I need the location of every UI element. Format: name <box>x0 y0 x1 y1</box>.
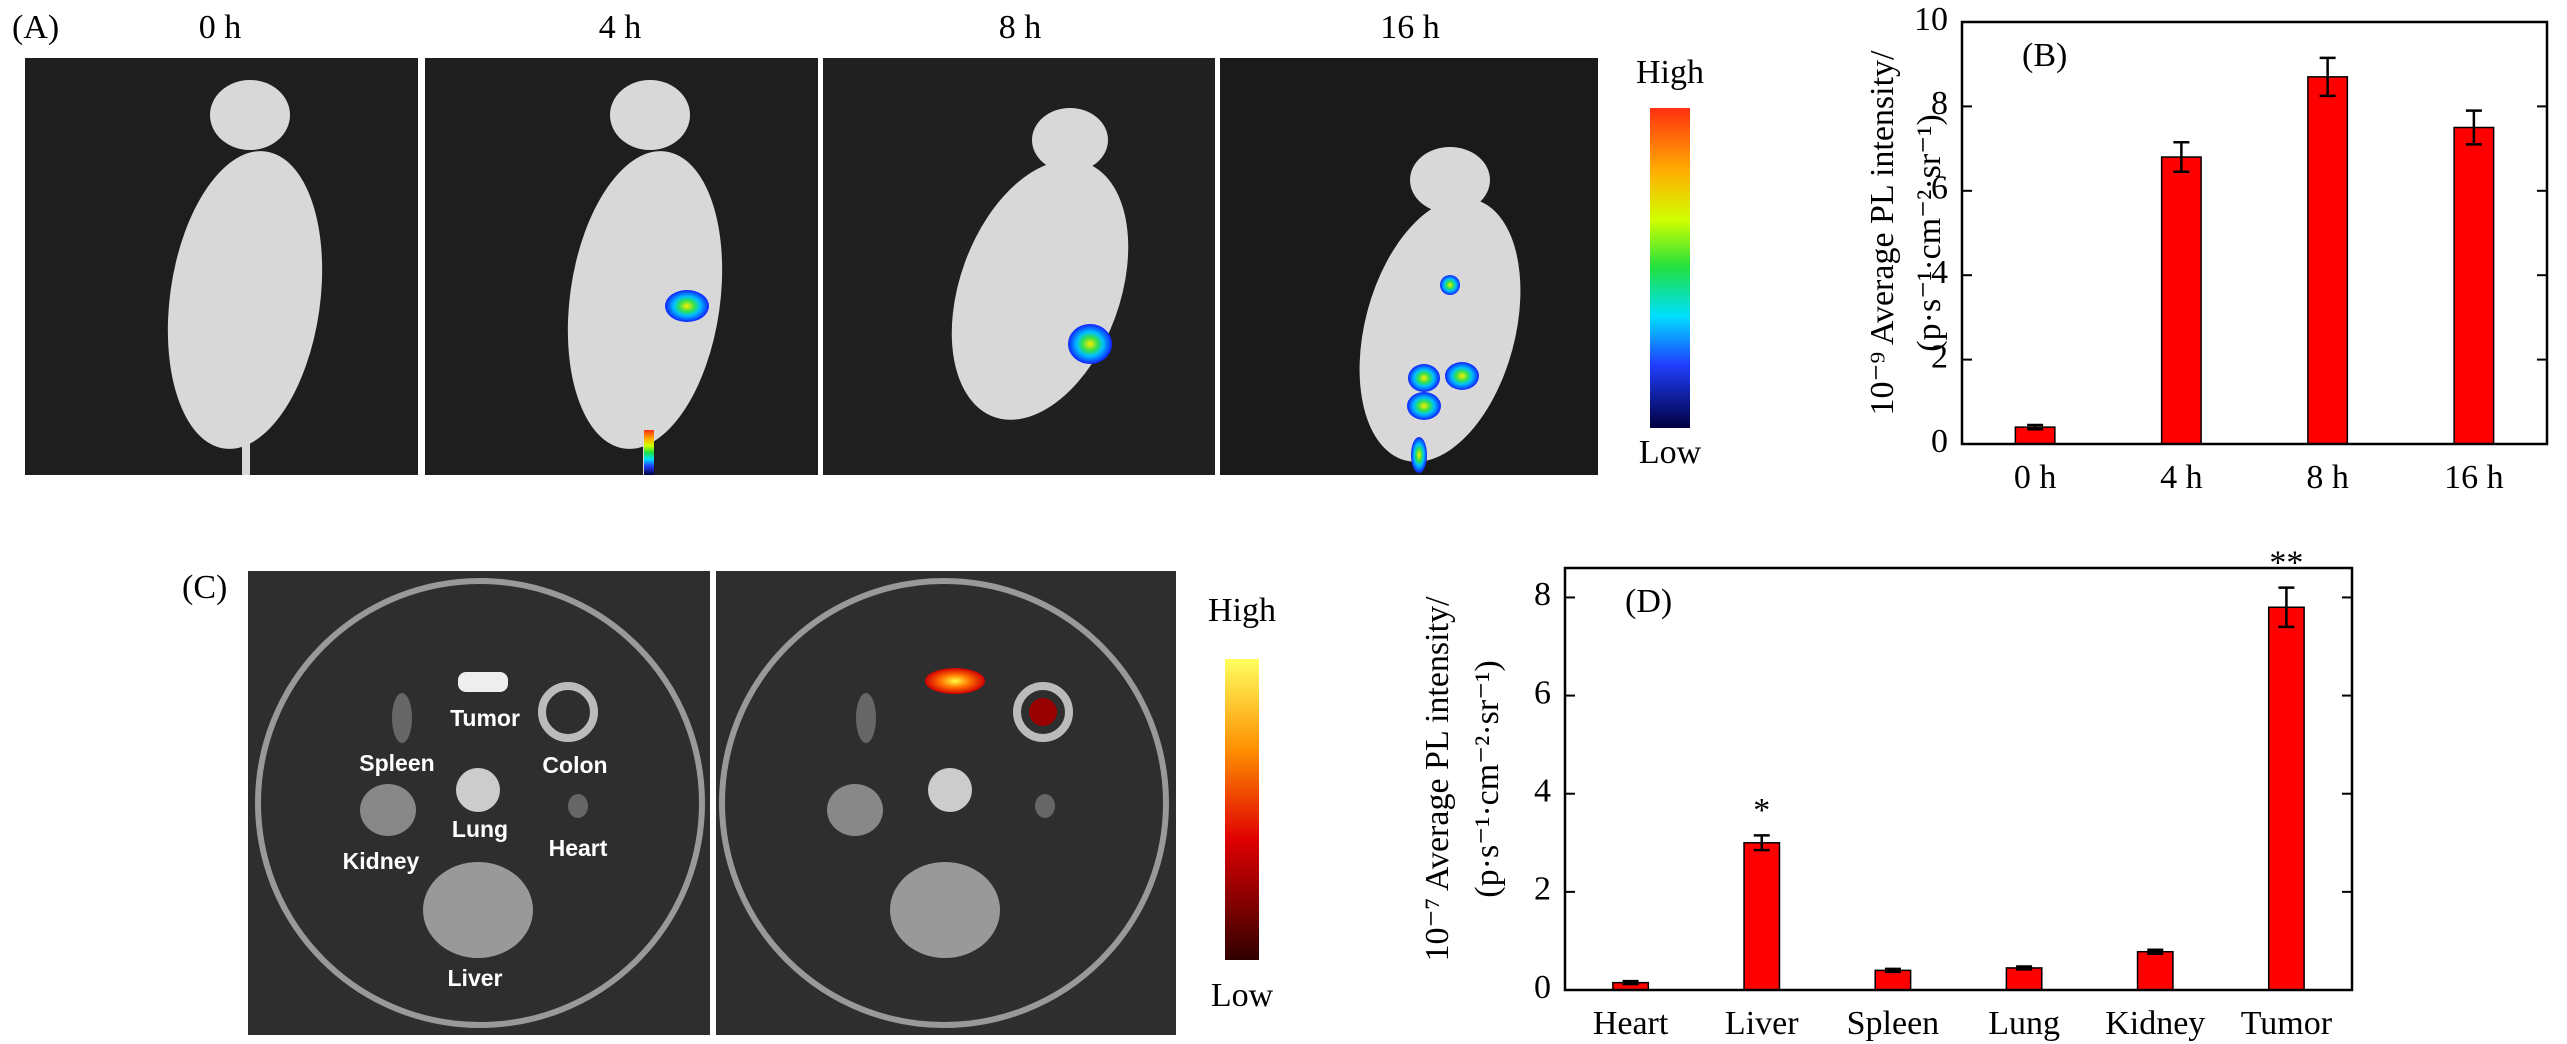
mouse-photos <box>25 58 1598 475</box>
error-bar <box>1884 967 1901 974</box>
panel-label: (A) <box>12 9 59 46</box>
x-tick-label: Spleen <box>1847 1005 1940 1042</box>
x-tick-label: Liver <box>1725 1005 1799 1042</box>
y-tick-label: 8 <box>1534 576 1551 613</box>
bar <box>2453 126 2495 445</box>
time-label: 8 h <box>999 9 1042 46</box>
error-bar <box>2027 423 2044 431</box>
organ-label: Colon <box>542 752 607 778</box>
y-tick-label: 0 <box>1931 423 1948 460</box>
error-bar <box>2465 109 2482 146</box>
organ-label: Kidney <box>343 848 420 874</box>
y-axis-label: 10⁻⁷ Average PL intensity/ <box>1419 596 1456 962</box>
bar <box>2160 156 2202 445</box>
organ-label: Heart <box>549 835 608 861</box>
x-tick-label: Tumor <box>2241 1005 2333 1042</box>
color-scale <box>1225 659 1259 960</box>
panel-label: (D) <box>1625 583 1672 620</box>
x-tick-label: 16 h <box>2444 459 2504 496</box>
y-tick-label: 6 <box>1534 674 1551 711</box>
scale-high: High <box>1208 592 1276 629</box>
y-axis-label: (p·s⁻¹·cm⁻²·sr⁻¹) <box>1911 114 1948 351</box>
plot-frame <box>1960 20 2549 446</box>
scale-low: Low <box>1211 977 1274 1014</box>
time-label: 4 h <box>599 9 642 46</box>
x-tick-label: 4 h <box>2160 459 2203 496</box>
error-bar <box>2278 586 2295 629</box>
dishes <box>255 578 1169 1028</box>
y-axis-label: (p·s⁻¹·cm⁻²·sr⁻¹) <box>1469 660 1506 897</box>
scale-low: Low <box>1639 434 1702 471</box>
organ-label: Spleen <box>359 750 434 776</box>
bar <box>2307 76 2349 445</box>
y-tick-label: 4 <box>1534 773 1551 810</box>
error-bar <box>2173 141 2190 174</box>
error-bar <box>2319 56 2336 98</box>
error-bar <box>2016 965 2033 971</box>
x-tick-label: Heart <box>1593 1005 1669 1042</box>
significance-mark: ** <box>2269 544 2303 581</box>
y-axis-label: 10⁻⁹ Average PL intensity/ <box>1864 50 1901 416</box>
signal-spots <box>644 275 1479 475</box>
x-tick-label: 8 h <box>2306 459 2349 496</box>
y-tick-label: 2 <box>1931 338 1948 375</box>
bar <box>2005 967 2043 991</box>
plot-frame <box>1563 566 2354 992</box>
panel-a: (A) 0 h 4 h 8 h 16 h High L <box>12 9 1704 475</box>
bar <box>1874 969 1912 991</box>
time-label: 0 h <box>199 9 242 46</box>
organ-label: Tumor <box>450 705 520 731</box>
panel-label: (C) <box>182 569 227 606</box>
organ-label: Liver <box>448 965 503 991</box>
error-bar <box>1753 834 1770 852</box>
error-bar <box>2147 948 2164 955</box>
bar <box>1743 842 1781 991</box>
bar <box>2136 950 2174 991</box>
significance-mark: * <box>1753 792 1770 829</box>
organs <box>360 668 1073 958</box>
mouse-bodies <box>167 80 1521 475</box>
panel-c: (C) Tumor Colon Spleen Lung Kidney Heart… <box>182 569 1276 1035</box>
time-label: 16 h <box>1380 9 1440 46</box>
y-tick-label: 2 <box>1534 871 1551 908</box>
scale-high: High <box>1636 54 1704 91</box>
x-tick-label: 0 h <box>2014 459 2057 496</box>
x-tick-label: Kidney <box>2105 1005 2205 1042</box>
y-tick-label: 8 <box>1931 85 1948 122</box>
color-scale <box>1650 108 1690 428</box>
panel-label: (B) <box>2022 37 2067 74</box>
error-bar <box>1622 979 1639 986</box>
y-tick-label: 10 <box>1914 1 1948 38</box>
x-tick-label: Lung <box>1988 1005 2060 1042</box>
y-tick-label: 0 <box>1534 969 1551 1006</box>
y-tick-label: 4 <box>1931 254 1948 291</box>
bar <box>2267 606 2305 991</box>
y-tick-label: 6 <box>1931 170 1948 207</box>
organ-label: Lung <box>452 816 508 842</box>
